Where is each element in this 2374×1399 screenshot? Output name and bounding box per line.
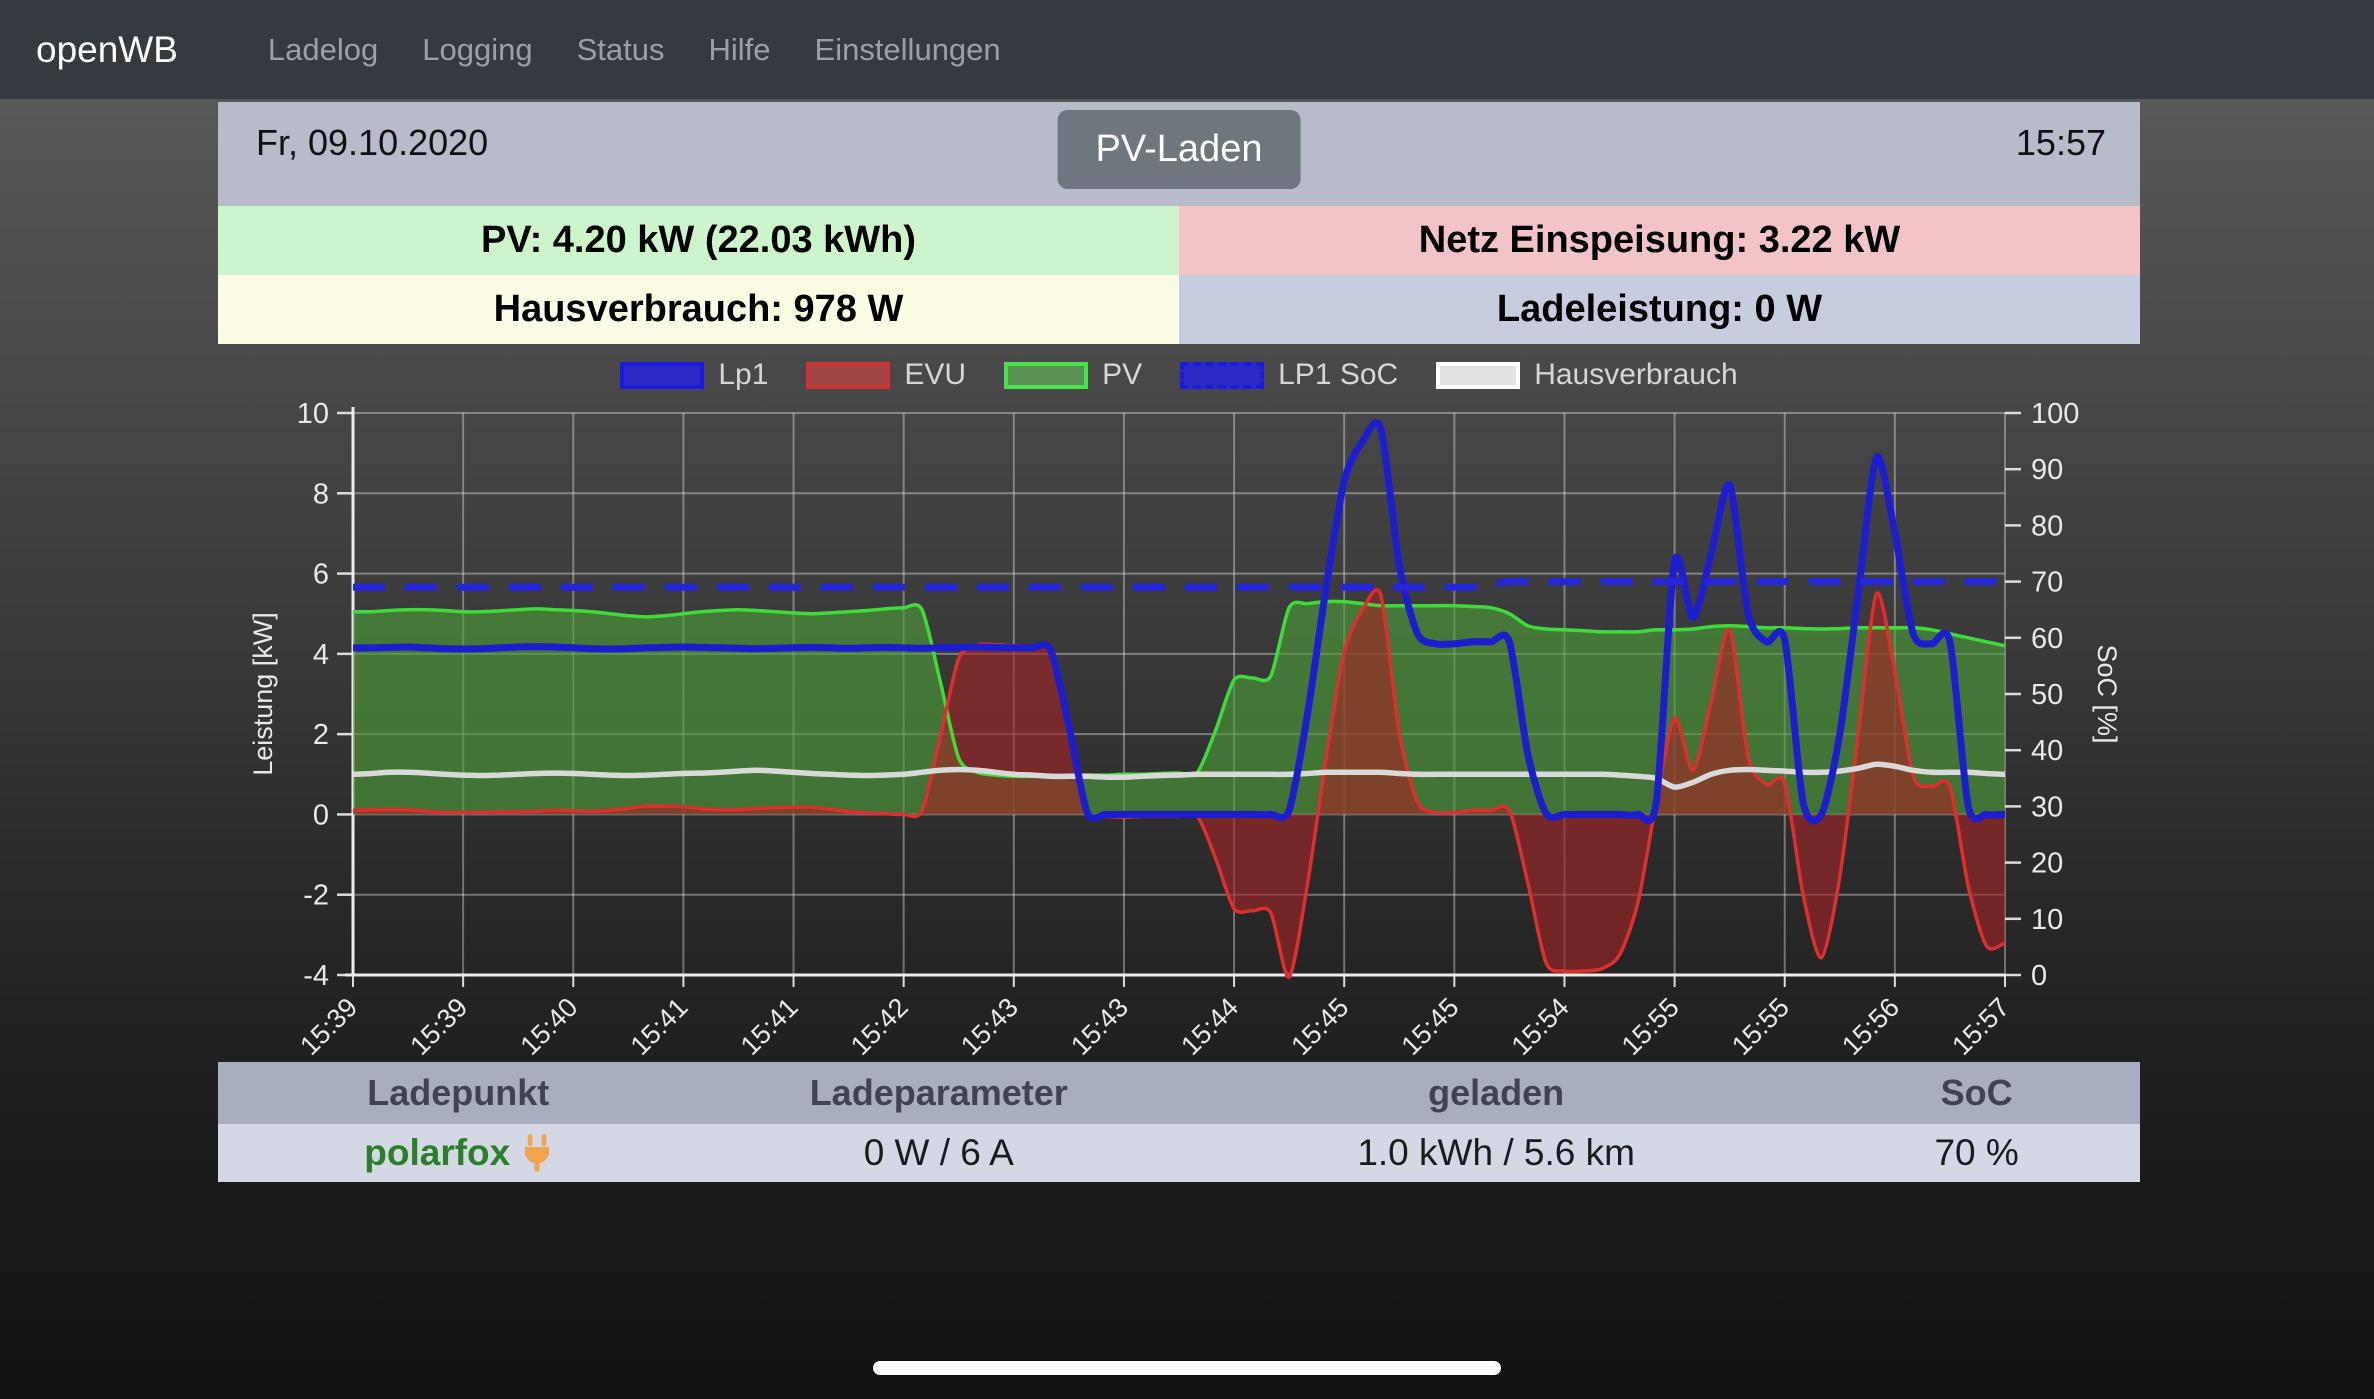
svg-text:15:55: 15:55 bbox=[1726, 992, 1795, 1060]
table-row: polarfox 0 W / 6 A 1.0 kWh / 5.6 km 70 % bbox=[218, 1124, 2140, 1182]
legend-label: Hausverbrauch bbox=[1534, 358, 1738, 391]
legend-item-lp1-soc[interactable]: LP1 SoC bbox=[1180, 358, 1398, 392]
svg-text:4: 4 bbox=[313, 639, 329, 671]
chargepoint-name-cell: polarfox bbox=[218, 1124, 699, 1182]
legend-swatch bbox=[1436, 361, 1521, 389]
legend-item-hausverbrauch[interactable]: Hausverbrauch bbox=[1436, 358, 1738, 392]
navbar: openWB Ladelog Logging Status Hilfe Eins… bbox=[0, 0, 2374, 99]
charge-mode-button[interactable]: PV-Laden bbox=[1057, 110, 1301, 189]
svg-text:50: 50 bbox=[2031, 679, 2063, 711]
svg-text:15:41: 15:41 bbox=[625, 992, 694, 1060]
legend-label: PV bbox=[1102, 358, 1143, 391]
nav-item-status[interactable]: Status bbox=[576, 31, 665, 67]
nav-item-ladelog[interactable]: Ladelog bbox=[267, 31, 379, 67]
svg-text:20: 20 bbox=[2031, 848, 2063, 880]
chart-legend: Lp1 EVU PV LP1 SoC Hausverbrauch bbox=[218, 358, 2140, 392]
grid-feed-box: Netz Einspeisung: 3.22 kW bbox=[1179, 206, 2140, 275]
date-label: Fr, 09.10.2020 bbox=[256, 122, 489, 163]
home-indicator[interactable] bbox=[873, 1361, 1501, 1375]
svg-text:15:54: 15:54 bbox=[1506, 992, 1575, 1060]
legend-item-evu[interactable]: EVU bbox=[806, 358, 966, 392]
nav-item-einstellungen[interactable]: Einstellungen bbox=[814, 31, 1001, 67]
charged-energy-cell: 1.0 kWh / 5.6 km bbox=[1357, 1132, 1635, 1173]
svg-text:70: 70 bbox=[2031, 567, 2063, 599]
legend-label: EVU bbox=[904, 358, 967, 391]
svg-text:80: 80 bbox=[2031, 510, 2063, 542]
svg-text:15:43: 15:43 bbox=[1065, 992, 1134, 1060]
svg-text:15:45: 15:45 bbox=[1285, 992, 1354, 1060]
svg-text:10: 10 bbox=[297, 398, 329, 430]
content-panel: Fr, 09.10.2020 PV-Laden 15:57 PV: 4.20 k… bbox=[218, 102, 2140, 344]
legend-swatch bbox=[1180, 361, 1265, 389]
col-ladeparameter: Ladeparameter bbox=[809, 1072, 1068, 1113]
svg-text:0: 0 bbox=[2031, 960, 2047, 992]
house-consumption-box: Hausverbrauch: 978 W bbox=[218, 275, 1179, 344]
svg-text:40: 40 bbox=[2031, 735, 2063, 767]
svg-text:0: 0 bbox=[313, 799, 329, 831]
svg-text:15:57: 15:57 bbox=[1946, 992, 2015, 1060]
svg-text:15:44: 15:44 bbox=[1175, 992, 1244, 1060]
legend-item-pv[interactable]: PV bbox=[1004, 358, 1142, 392]
legend-swatch bbox=[806, 361, 891, 389]
legend-swatch bbox=[620, 361, 705, 389]
svg-text:15:41: 15:41 bbox=[735, 992, 804, 1060]
svg-text:15:43: 15:43 bbox=[955, 992, 1024, 1060]
svg-text:15:45: 15:45 bbox=[1396, 992, 1465, 1060]
svg-text:60: 60 bbox=[2031, 623, 2063, 655]
chargepoint-table: Ladepunkt Ladeparameter geladen SoC pola… bbox=[218, 1062, 2140, 1182]
time-label: 15:57 bbox=[2015, 122, 2106, 163]
legend-label: Lp1 bbox=[718, 358, 769, 391]
nav-item-logging[interactable]: Logging bbox=[422, 31, 533, 67]
col-soc: SoC bbox=[1940, 1072, 2013, 1113]
svg-text:15:39: 15:39 bbox=[294, 992, 363, 1060]
plug-icon bbox=[525, 1134, 550, 1172]
col-geladen: geladen bbox=[1428, 1072, 1565, 1113]
legend-label: LP1 SoC bbox=[1278, 358, 1399, 391]
charge-power-box: Ladeleistung: 0 W bbox=[1179, 275, 2140, 344]
svg-text:15:42: 15:42 bbox=[845, 992, 914, 1060]
info-row-2: Hausverbrauch: 978 W Ladeleistung: 0 W bbox=[218, 275, 2140, 344]
svg-text:15:40: 15:40 bbox=[515, 992, 584, 1060]
info-row-1: PV: 4.20 kW (22.03 kWh) Netz Einspeisung… bbox=[218, 206, 2140, 275]
nav-item-hilfe[interactable]: Hilfe bbox=[708, 31, 771, 67]
charge-params-cell: 0 W / 6 A bbox=[863, 1132, 1014, 1173]
brand-logo[interactable]: openWB bbox=[36, 28, 178, 70]
soc-cell: 70 % bbox=[1934, 1132, 2019, 1173]
svg-text:100: 100 bbox=[2031, 398, 2079, 430]
svg-text:15:55: 15:55 bbox=[1616, 992, 1685, 1060]
svg-text:Leistung [kW]: Leistung [kW] bbox=[248, 612, 278, 776]
legend-swatch bbox=[1004, 361, 1089, 389]
table-header-row: Ladepunkt Ladeparameter geladen SoC bbox=[218, 1062, 2140, 1124]
svg-text:2: 2 bbox=[313, 719, 329, 751]
svg-text:15:56: 15:56 bbox=[1836, 992, 1905, 1060]
legend-item-lp1[interactable]: Lp1 bbox=[620, 358, 768, 392]
svg-text:10: 10 bbox=[2031, 904, 2063, 936]
svg-text:6: 6 bbox=[313, 559, 329, 591]
svg-text:15:39: 15:39 bbox=[404, 992, 473, 1060]
svg-text:8: 8 bbox=[313, 478, 329, 510]
chargepoint-name: polarfox bbox=[364, 1132, 511, 1173]
svg-text:-4: -4 bbox=[303, 960, 329, 992]
status-topbar: Fr, 09.10.2020 PV-Laden 15:57 bbox=[218, 102, 2140, 206]
svg-text:90: 90 bbox=[2031, 454, 2063, 486]
pv-power-box: PV: 4.20 kW (22.03 kWh) bbox=[218, 206, 1179, 275]
col-ladepunkt: Ladepunkt bbox=[367, 1072, 550, 1113]
svg-text:SoC [%]: SoC [%] bbox=[2092, 644, 2122, 743]
svg-text:30: 30 bbox=[2031, 791, 2063, 823]
svg-text:-2: -2 bbox=[303, 880, 329, 912]
